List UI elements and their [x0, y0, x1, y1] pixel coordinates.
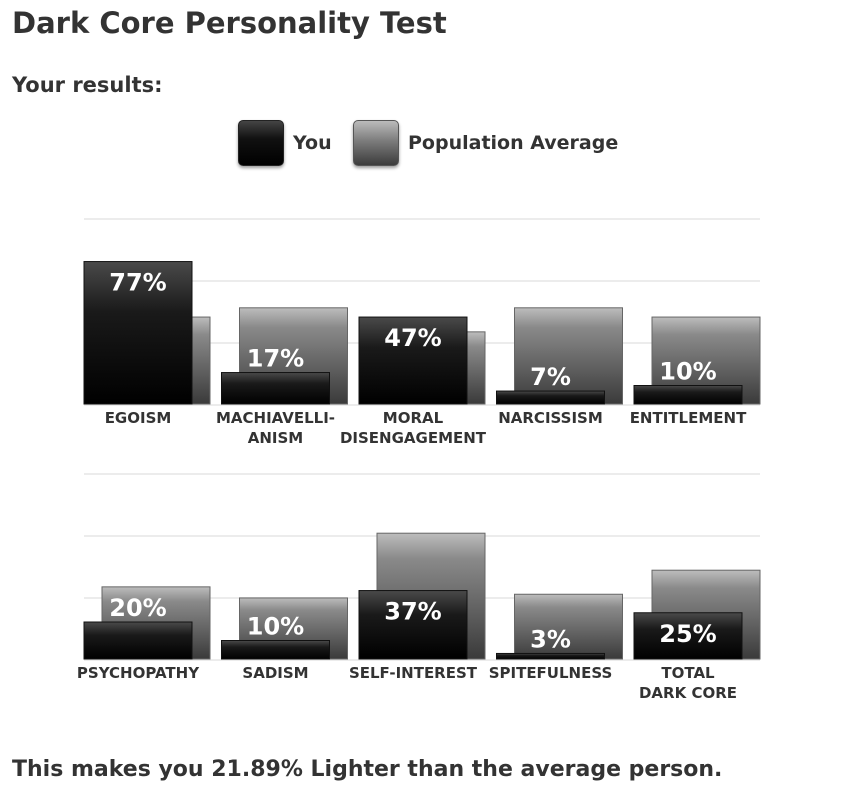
bar-group-machiavelli-anism: 17% MACHIAVELLI- ANISM: [216, 307, 348, 447]
bar-group-moraldisengagement: 47% MORAL DISENGAGEMENT: [340, 316, 487, 447]
legend-item-you: You: [238, 118, 332, 168]
bar-you-sadism: [221, 640, 330, 660]
bar-you-narcissism: [496, 390, 605, 405]
legend-item-population: Population Average: [353, 118, 618, 168]
category-label-totaldark-core: DARK CORE: [639, 684, 737, 702]
bar-you-totaldark-core: [633, 612, 743, 660]
bar-group-egoism: 77% EGOISM: [83, 261, 211, 427]
dark-traits-chart-1: 77% EGOISM 17% MACHIAVELLI- ANISM 47% MORAL DIS…: [83, 218, 761, 447]
page-title: Dark Core Personality Test: [12, 6, 447, 40]
category-label-totaldark-core: TOTAL: [661, 664, 715, 682]
bar-group-totaldark-core: 25% TOTAL DARK CORE: [633, 569, 761, 702]
chart-legend: You Population Average: [0, 118, 864, 174]
category-label-psychopathy: PSYCHOPATHY: [77, 664, 200, 682]
bar-you-machiavelli-anism: [221, 372, 330, 405]
category-label-machiavelli-anism: ANISM: [248, 429, 303, 447]
value-label-totaldark-core: 25%: [659, 620, 716, 648]
bar-group-sadism: 10% SADISM: [221, 597, 348, 682]
value-label-machiavelli-anism: 17%: [247, 345, 304, 373]
bar-group-spitefulness: 3% SPITEFULNESS: [489, 593, 623, 682]
value-label-moraldisengagement: 47%: [384, 324, 441, 352]
bar-population-spitefulness: [514, 593, 623, 660]
value-label-entitlement: 10%: [659, 358, 716, 386]
bar-group-narcissism: 7% NARCISSISM: [496, 307, 623, 427]
bar-group-entitlement: 10% ENTITLEMENT: [630, 316, 761, 427]
value-label-egoism: 77%: [109, 269, 166, 297]
bar-you-psychopathy: [83, 621, 193, 660]
legend-swatch-you: [238, 120, 284, 166]
legend-label-population: Population Average: [408, 132, 619, 154]
bar-you-entitlement: [633, 385, 743, 405]
category-label-machiavelli-anism: MACHIAVELLI-: [216, 409, 335, 427]
bar-you-egoism: [83, 261, 193, 405]
category-label-spitefulness: SPITEFULNESS: [489, 664, 613, 682]
value-label-psychopathy: 20%: [109, 594, 166, 622]
bar-group-psychopathy: 20% PSYCHOPATHY: [77, 586, 211, 682]
category-label-egoism: EGOISM: [105, 409, 172, 427]
category-label-entitlement: ENTITLEMENT: [630, 409, 747, 427]
category-label-moraldisengagement: DISENGAGEMENT: [340, 429, 487, 447]
bar-you-self-interest: [358, 590, 468, 660]
bar-group-self-interest: 37% SELF-INTEREST: [349, 532, 486, 682]
bar-population-narcissism: [514, 307, 623, 405]
result-summary: This makes you 21.89% Lighter than the a…: [12, 757, 723, 782]
bar-you-spitefulness: [496, 652, 605, 660]
category-label-moraldisengagement: MORAL: [383, 409, 444, 427]
value-label-sadism: 10%: [247, 613, 304, 641]
legend-swatch-population: [353, 120, 399, 166]
results-heading: Your results:: [12, 73, 163, 97]
bar-you-moraldisengagement: [358, 316, 468, 405]
legend-label-you: You: [293, 132, 332, 154]
value-label-self-interest: 37%: [384, 598, 441, 626]
value-label-narcissism: 7%: [530, 363, 571, 391]
value-label-spitefulness: 3%: [530, 625, 571, 653]
category-label-self-interest: SELF-INTEREST: [349, 664, 478, 682]
category-label-narcissism: NARCISSISM: [498, 409, 603, 427]
dark-traits-chart-2: 20%PSYCHOPATHY10%SADISM37%SELF-INTEREST3…: [77, 473, 761, 702]
category-label-sadism: SADISM: [242, 664, 308, 682]
